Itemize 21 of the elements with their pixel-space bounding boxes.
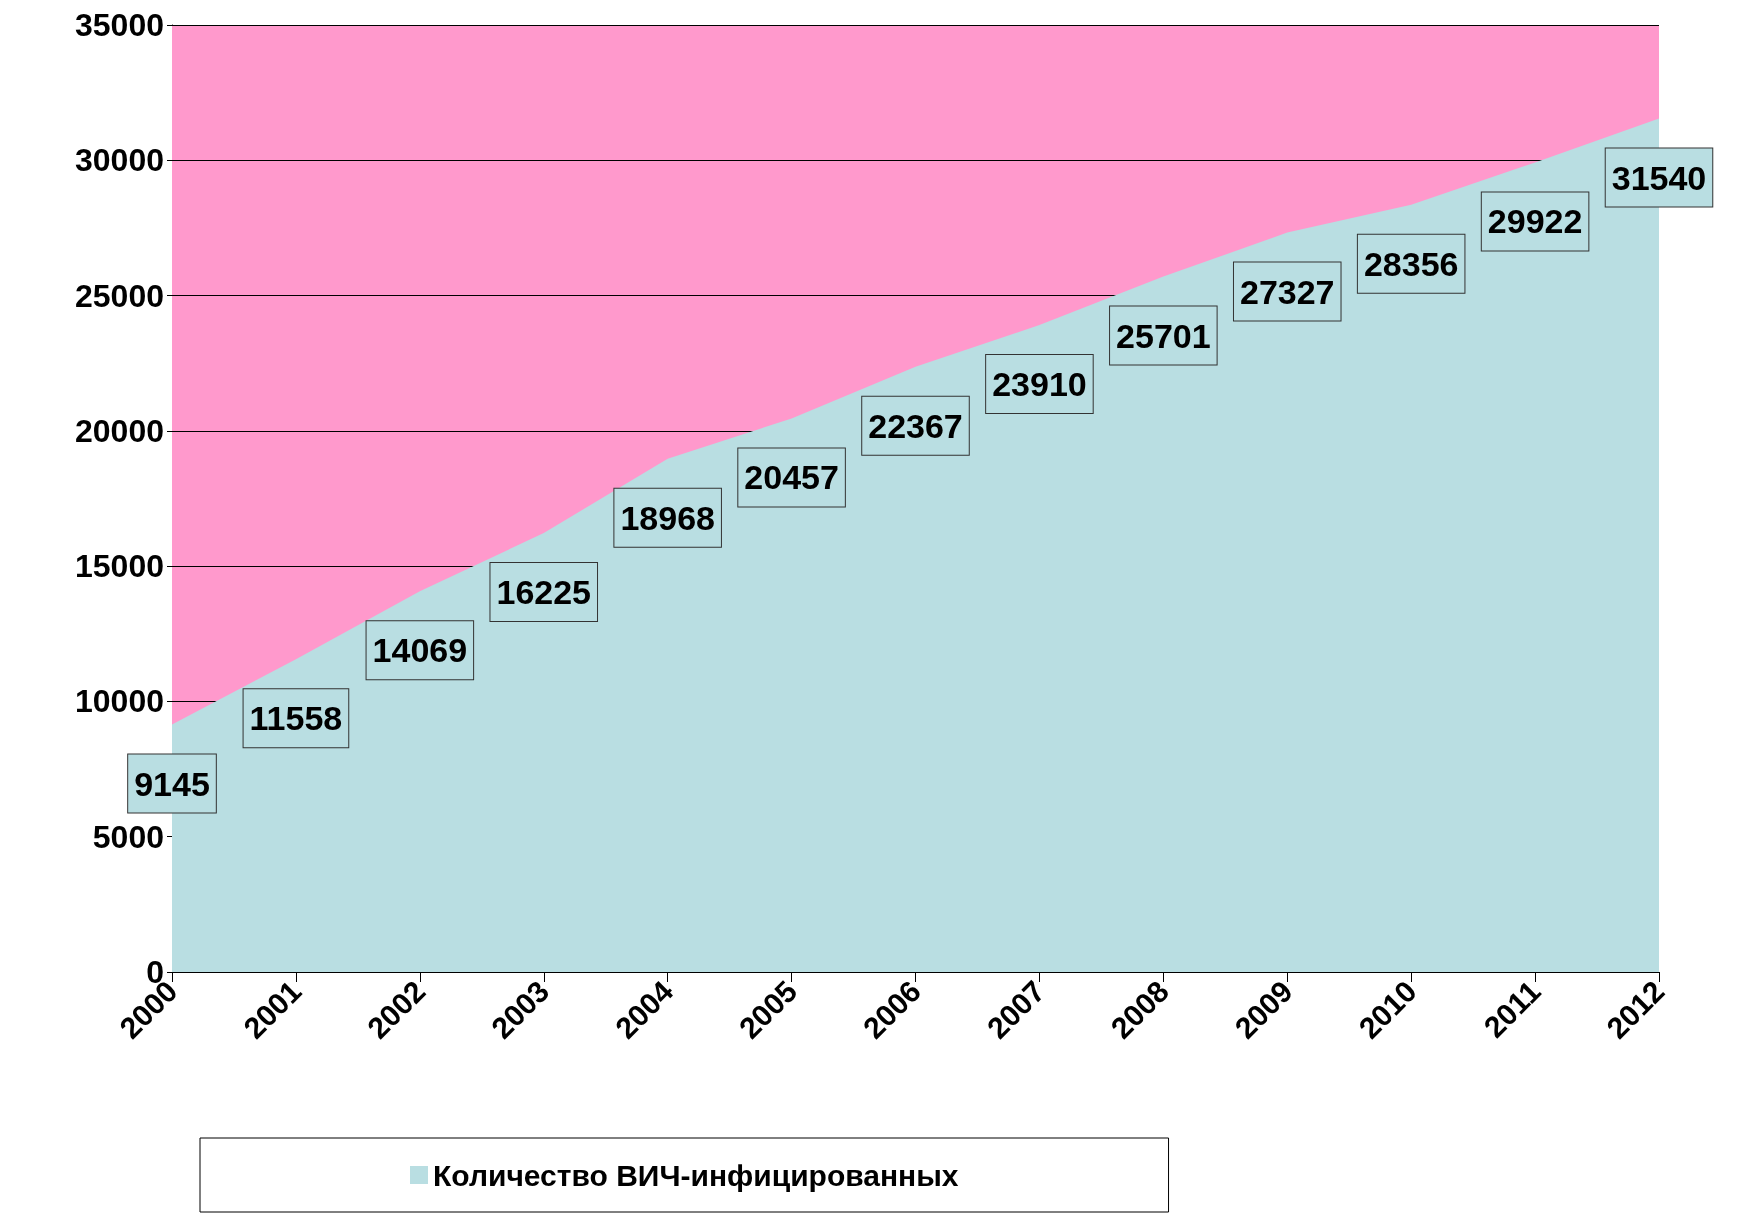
data-label: 20457 (744, 458, 839, 497)
y-tick-label: 20000 (75, 412, 164, 449)
data-label: 31540 (1611, 158, 1707, 197)
data-label: 14069 (372, 631, 468, 670)
data-label: 11558 (249, 699, 343, 738)
y-tick-label: 5000 (92, 818, 164, 855)
data-label: 29922 (1487, 202, 1583, 241)
data-label: 27327 (1239, 272, 1335, 311)
data-label: 28356 (1363, 244, 1459, 283)
data-label: 25701 (1116, 316, 1211, 355)
data-label: 18968 (620, 498, 715, 537)
y-tick-label: 30000 (75, 142, 164, 179)
y-tick-label: 25000 (75, 277, 164, 314)
y-tick-label: 10000 (75, 683, 164, 720)
data-label: 22367 (868, 406, 963, 445)
legend-label: Количество ВИЧ-инфицированных (433, 1158, 959, 1192)
y-tick-label: 15000 (75, 548, 164, 585)
y-tick-label: 35000 (75, 7, 164, 43)
data-label: 16225 (496, 573, 592, 611)
data-label: 23910 (992, 365, 1087, 404)
data-label: 9145 (134, 764, 210, 803)
